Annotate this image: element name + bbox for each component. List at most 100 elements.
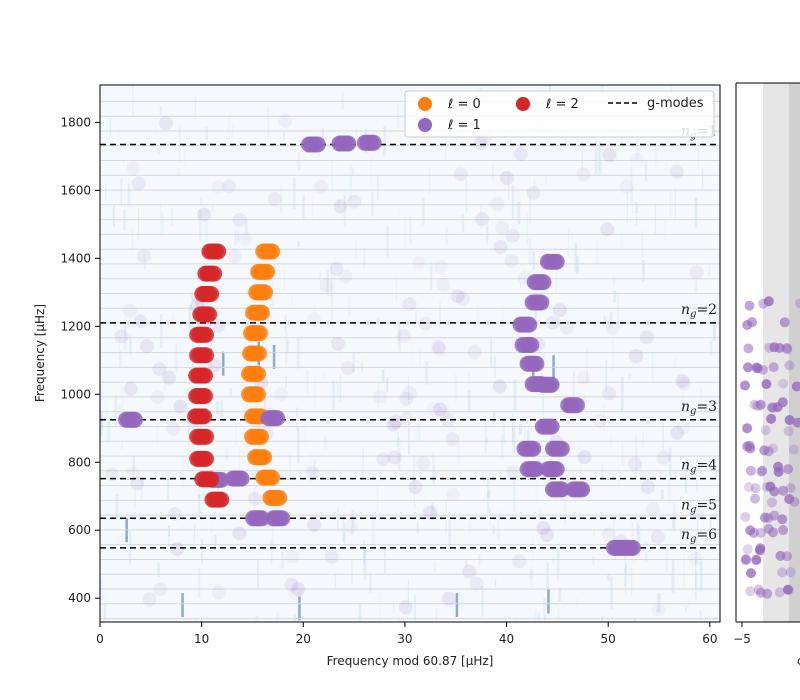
heatmap-streak [302, 196, 305, 220]
heatmap-streak [258, 437, 260, 459]
faint-marker [469, 576, 484, 591]
heatmap-streak [105, 183, 107, 201]
heatmap-streak [545, 174, 547, 187]
heatmap-streak [557, 597, 560, 622]
heatmap-streak [292, 177, 296, 210]
heatmap-streak [572, 372, 575, 399]
heatmap-streak [592, 556, 594, 566]
heatmap-streak [107, 618, 110, 622]
heatmap-streak [286, 339, 289, 355]
heatmap-streak [665, 543, 668, 572]
heatmap-streak [621, 441, 624, 466]
heatmap-streak [424, 362, 427, 378]
faint-marker [207, 358, 222, 373]
side-marker [745, 586, 756, 597]
heatmap-streak [624, 565, 627, 574]
faint-marker [399, 391, 414, 406]
faint-marker [526, 186, 541, 201]
side-marker [777, 567, 788, 578]
faint-marker [373, 389, 387, 404]
x-tick-label: 0 [96, 632, 104, 646]
faint-marker [330, 336, 345, 351]
heatmap-streak [480, 205, 482, 230]
heatmap-peak [547, 589, 550, 614]
side-marker [760, 425, 771, 436]
heatmap-streak [414, 595, 416, 622]
heatmap-streak [311, 195, 313, 221]
x-tick-label: 20 [296, 632, 311, 646]
faint-marker [689, 265, 704, 280]
side-marker [744, 440, 755, 451]
side-marker [741, 554, 751, 565]
heatmap-streak [114, 395, 118, 426]
faint-marker [291, 582, 306, 596]
side-marker [747, 317, 757, 328]
faint-marker [319, 278, 334, 293]
faint-marker [512, 554, 527, 569]
faint-marker [152, 362, 167, 377]
heatmap-streak [644, 160, 648, 182]
faint-marker [305, 466, 320, 481]
faint-marker [273, 387, 288, 402]
heatmap-streak [634, 618, 636, 622]
faint-marker [307, 517, 322, 532]
heatmap-streak [694, 536, 698, 564]
faint-marker [398, 600, 413, 615]
heatmap-streak [188, 305, 192, 333]
mode-point [548, 253, 565, 270]
mode-point [257, 284, 273, 301]
heatmap-streak [512, 424, 516, 453]
heatmap-streak [197, 567, 201, 598]
faint-marker [136, 248, 151, 263]
faint-marker [167, 507, 182, 521]
heatmap-streak [355, 127, 358, 143]
faint-marker [408, 479, 423, 494]
heatmap-streak [510, 128, 512, 152]
side-marker [763, 296, 774, 307]
heatmap-streak [626, 193, 628, 223]
faint-marker [646, 501, 660, 516]
heatmap-streak [358, 602, 362, 622]
heatmap-streak [227, 114, 231, 133]
heatmap-streak [610, 576, 614, 610]
heatmap-streak [712, 320, 716, 341]
heatmap-streak [144, 252, 146, 270]
mode-point [213, 491, 230, 508]
heatmap-streak [121, 441, 123, 450]
heatmap-streak [695, 570, 698, 600]
heatmap-streak [465, 559, 468, 567]
mode-point [521, 316, 538, 333]
side-panel-x-axis-label: c [797, 654, 800, 668]
heatmap-streak [103, 603, 107, 622]
heatmap-streak [363, 550, 367, 580]
y-axis-ticks: 400 600 800 1000 1200 1400 1600 1800 [60, 115, 100, 605]
faint-marker [197, 207, 212, 222]
heatmap-streak [575, 469, 578, 490]
faint-marker [114, 329, 129, 344]
heatmap-streak [120, 177, 123, 207]
heatmap-streak [392, 598, 394, 613]
mode-point [198, 428, 214, 445]
faint-marker [222, 179, 237, 194]
heatmap-streak [492, 162, 494, 183]
heatmap-streak [349, 164, 352, 200]
mode-point [249, 386, 266, 403]
heatmap-streak [163, 366, 167, 392]
side-marker [792, 417, 800, 428]
faint-marker [605, 320, 620, 335]
side-marker [745, 465, 756, 476]
faint-marker [432, 342, 447, 357]
mode-point [525, 440, 542, 457]
heatmap-streak [102, 88, 105, 107]
faint-marker [453, 167, 468, 182]
heatmap-streak [487, 490, 490, 498]
heatmap-streak [595, 140, 598, 175]
faint-marker [602, 386, 616, 401]
side-marker [751, 554, 762, 565]
faint-marker [343, 519, 358, 534]
faint-marker [656, 450, 671, 465]
heatmap-streak [519, 424, 522, 435]
heatmap-streak [270, 539, 273, 564]
heatmap-streak [610, 436, 612, 449]
